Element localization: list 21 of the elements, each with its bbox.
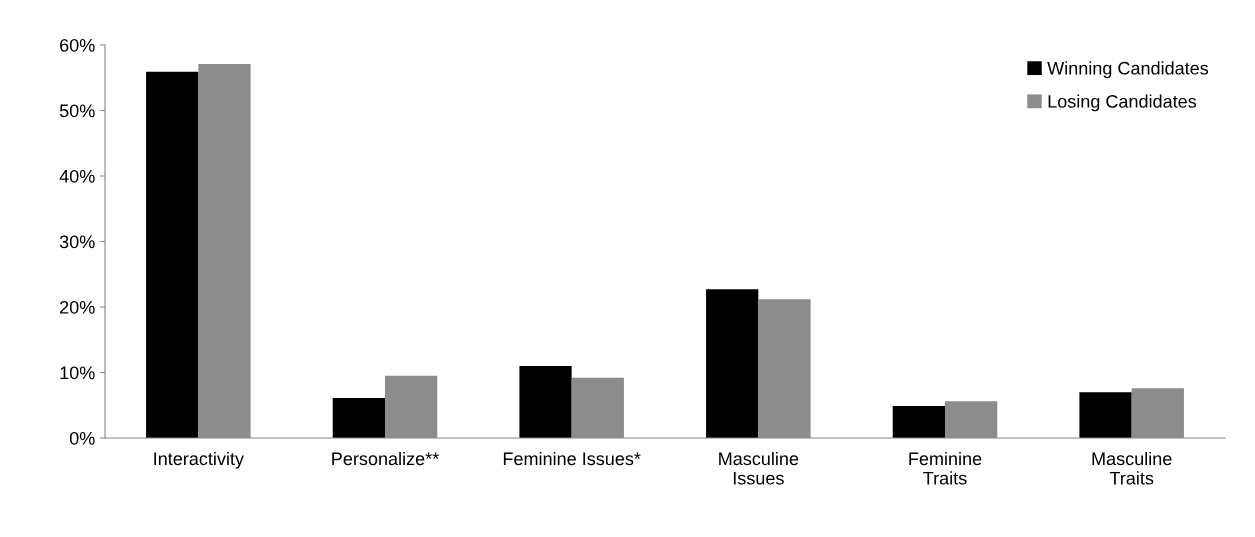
x-tick-label: Personalize** (332, 451, 439, 466)
bar (706, 289, 759, 438)
x-tick-label: Feminine Issues* (503, 451, 641, 466)
x-tick-label: Interactivity (154, 451, 244, 469)
y-tick-label: 30% (59, 235, 95, 249)
legend-label: Winning Candidates (1047, 61, 1209, 79)
x-tick-label: Feminine Traits (909, 451, 982, 485)
y-tick-label: 60% (60, 38, 95, 52)
bar (332, 398, 385, 438)
y-tick-label: 0% (69, 431, 95, 445)
legend-label: Losing Candidates (1048, 94, 1197, 112)
x-tick-label: Masculine Issues (719, 451, 799, 485)
y-tick-label: 50% (59, 104, 95, 118)
y-tick-label: 40% (59, 169, 95, 183)
bar (892, 405, 945, 438)
bar (1079, 392, 1132, 438)
x-tick-label: Masculine Traits (1092, 451, 1172, 485)
y-tick-label: 10% (60, 366, 95, 380)
bar (519, 365, 572, 438)
y-tick-label: 20% (60, 300, 95, 314)
bar (146, 71, 199, 438)
